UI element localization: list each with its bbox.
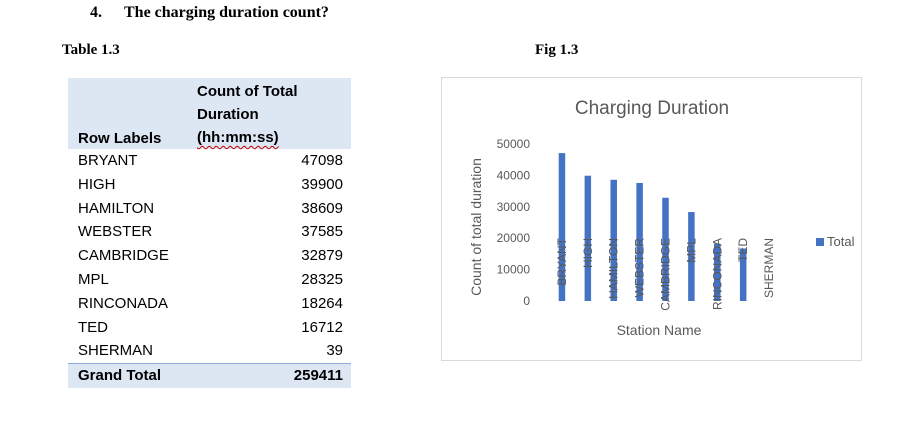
row-value: 16712 [301, 318, 343, 336]
pivot-rows: BRYANT 47098 HIGH 39900 HAMILTON 38609 WEBSTER… [68, 149, 351, 363]
x-tick-label: MPL [684, 238, 698, 263]
question-number: 4. [90, 4, 102, 21]
y-axis-label: Count of total duration [468, 158, 484, 296]
chart-area: Charging Duration Count of total duratio… [441, 77, 862, 361]
question-text: The charging duration count? [124, 4, 329, 21]
x-tick-label: HAMILTON [607, 238, 621, 299]
x-tick-label: TED [736, 238, 750, 262]
legend-swatch [816, 238, 824, 246]
y-tick-label: 50000 [497, 137, 531, 151]
bar [558, 153, 566, 301]
x-tick-label: HIGH [581, 238, 595, 268]
question-heading: 4. The charging duration count? [90, 4, 329, 22]
row-label: HIGH [78, 175, 116, 193]
pivot-row: SHERMAN 39 [68, 339, 351, 363]
row-label: HAMILTON [78, 199, 155, 217]
figure-caption: Fig 1.3 [535, 42, 579, 58]
bar [739, 248, 747, 301]
pivot-row: TED 16712 [68, 316, 351, 340]
value-header: Count of Total Duration (hh:mm:ss) [197, 80, 298, 149]
value-header-line: (hh:mm:ss) [197, 129, 279, 146]
row-label: MPL [78, 270, 109, 288]
row-label: TED [78, 318, 108, 336]
bar [636, 182, 643, 301]
x-tick-label: BRYANT [555, 237, 569, 285]
table-caption: Table 1.3 [62, 42, 120, 58]
pivot-row: MPL 28325 [68, 268, 351, 292]
row-value: 32879 [301, 247, 343, 265]
row-label: RINCONADA [78, 294, 169, 312]
grand-total-label: Grand Total [78, 367, 162, 385]
chart-title: Charging Duration [575, 98, 729, 119]
pivot-row: BRYANT 47098 [68, 149, 351, 173]
legend-label: Total [827, 234, 855, 249]
y-tick-label: 30000 [497, 200, 531, 214]
x-tick-label: CAMBRIDGE [659, 238, 673, 311]
pivot-row: WEBSTER 37585 [68, 220, 351, 244]
grand-total-value: 259411 [293, 367, 343, 385]
y-tick-label: 40000 [497, 168, 531, 182]
row-value: 37585 [301, 223, 343, 241]
bar [662, 197, 669, 301]
bar [714, 243, 721, 301]
bars [558, 153, 773, 301]
x-tick-label: WEBSTER [633, 238, 647, 298]
row-value: 38609 [301, 199, 343, 217]
pivot-header: Row Labels Count of Total Duration (hh:m… [68, 78, 351, 149]
row-value: 18264 [301, 294, 343, 312]
pivot-table: Row Labels Count of Total Duration (hh:m… [68, 78, 351, 389]
value-header-line: Duration [197, 106, 259, 123]
x-tick-label: RINCONADA [710, 238, 724, 310]
x-axis-label: Station Name [617, 322, 702, 338]
row-value: 28325 [301, 270, 343, 288]
y-tick-label: 0 [523, 294, 530, 308]
pivot-row: CAMBRIDGE 32879 [68, 244, 351, 268]
y-axis-ticks: 0 10000 20000 30000 40000 50000 [497, 137, 531, 308]
row-value: 39 [326, 342, 343, 360]
grand-total-row: Grand Total 259411 [68, 363, 351, 389]
x-axis-ticks: BRYANT HIGH HAMILTON WEBSTER CAMBRIDGE MPL RIN… [555, 237, 776, 310]
value-header-line: Count of Total [197, 83, 298, 100]
bar [610, 179, 617, 301]
y-tick-label: 20000 [497, 231, 531, 245]
row-label: SHERMAN [78, 342, 154, 360]
y-tick-label: 10000 [497, 263, 531, 277]
row-labels-header: Row Labels [78, 130, 162, 147]
pivot-row: HIGH 39900 [68, 173, 351, 197]
row-label: WEBSTER [78, 223, 153, 241]
row-label: BRYANT [78, 152, 138, 169]
x-tick-label: SHERMAN [762, 238, 776, 298]
row-label: CAMBRIDGE [78, 247, 169, 265]
row-value: 39900 [301, 175, 343, 193]
pivot-row: RINCONADA 18264 [68, 292, 351, 316]
bar [584, 175, 592, 301]
pivot-row: HAMILTON 38609 [68, 197, 351, 221]
row-value: 47098 [301, 152, 343, 169]
bar-chart: Charging Duration Count of total duratio… [468, 98, 855, 338]
bar [688, 212, 695, 301]
